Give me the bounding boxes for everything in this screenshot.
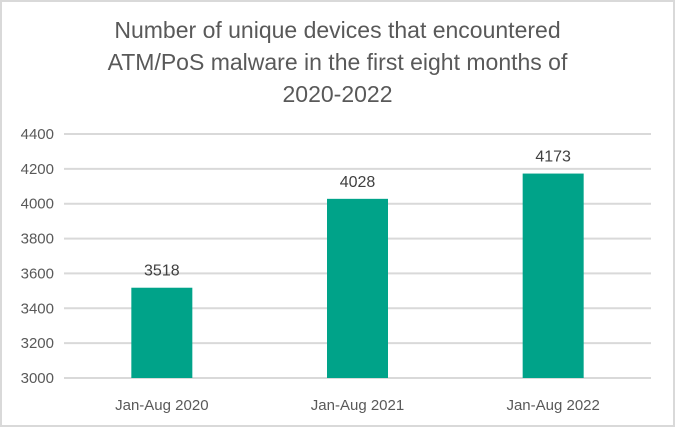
y-axis-ticks: 3000 3200 3400 3600 3800 4000 4200 4400 [21, 126, 54, 387]
data-label: 3518 [144, 263, 180, 280]
chart-title-line-2: ATM/PoS malware in the first eight month… [107, 49, 568, 75]
data-label: 4173 [535, 149, 571, 166]
y-tick-label: 3400 [21, 300, 54, 317]
y-tick-label: 3800 [21, 231, 54, 248]
x-category-label: Jan-Aug 2020 [115, 397, 208, 414]
bar [131, 287, 193, 378]
chart-title: Number of unique devices that encountere… [0, 14, 675, 110]
bar [522, 173, 584, 378]
y-tick-label: 3000 [21, 370, 54, 387]
x-axis-labels: Jan-Aug 2020 Jan-Aug 2021 Jan-Aug 2022 [115, 397, 600, 414]
chart-title-line-1: Number of unique devices that encountere… [114, 17, 561, 43]
y-tick-label: 4000 [21, 196, 54, 213]
y-tick-label: 4200 [21, 161, 54, 178]
data-labels: 3518 4028 4173 [144, 149, 571, 280]
bar [327, 198, 388, 378]
chart-title-line-3: 2020-2022 [282, 81, 393, 107]
x-category-label: Jan-Aug 2021 [311, 397, 404, 414]
y-tick-label: 4400 [21, 126, 54, 143]
bars [131, 173, 584, 378]
y-tick-label: 3600 [21, 265, 54, 282]
x-category-label: Jan-Aug 2022 [506, 397, 599, 414]
data-label: 4028 [340, 174, 376, 191]
y-tick-label: 3200 [21, 335, 54, 352]
